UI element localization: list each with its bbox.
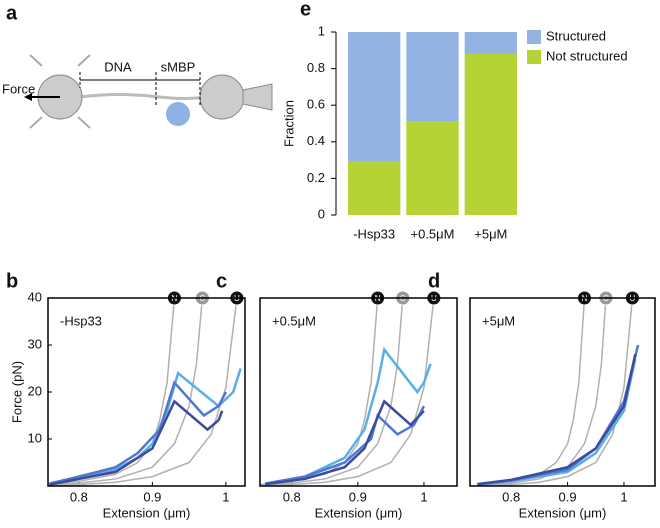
plot-frame [469, 297, 656, 487]
y-tick-label: 1 [318, 23, 325, 38]
x-tick-label: 0.9 [143, 489, 161, 504]
legend-label: Not structured [546, 48, 628, 63]
x-axis-label: Extension (μm) [315, 505, 403, 520]
y-tick-label: 10 [28, 430, 42, 445]
y-tick-label: 40 [28, 289, 42, 304]
bar-segment [464, 32, 517, 54]
x-tick-label: 0.8 [283, 489, 301, 504]
x-axis-label: Extension (μm) [519, 505, 607, 520]
tether [79, 93, 206, 100]
y-tick-label: 30 [28, 336, 42, 351]
trace [477, 344, 640, 486]
x-tick-label: +5μM [474, 226, 507, 241]
y-tick-label: 20 [28, 383, 42, 398]
plot-frame [47, 297, 246, 487]
force-label: Force [2, 81, 35, 96]
y-tick-label: 0 [318, 206, 325, 221]
panel-label: d [428, 270, 440, 292]
trace [477, 354, 637, 486]
legend-swatch [527, 50, 541, 64]
x-axis-label: Extension (μm) [103, 505, 191, 520]
trace [265, 346, 432, 485]
smbp-label: sMBP [161, 59, 196, 74]
legend-label: Structured [546, 28, 606, 43]
panel-label: c [216, 270, 227, 292]
panel-label: b [6, 270, 18, 292]
trace [260, 297, 435, 486]
x-tick-label: 1 [222, 489, 229, 504]
trace [482, 297, 607, 486]
panel-label: e [300, 0, 311, 20]
y-tick-label: 0.4 [307, 133, 325, 148]
diagram: a Force DNA sMBP [2, 2, 273, 129]
bar-segment [464, 53, 517, 216]
x-tick-label: 1 [620, 489, 627, 504]
trace [265, 399, 425, 486]
y-tick-label: 0.6 [307, 97, 325, 112]
bead [199, 74, 245, 120]
trace [482, 297, 634, 486]
x-tick-label: -Hsp33 [353, 226, 395, 241]
y-axis-label: Force (pN) [9, 361, 24, 423]
x-tick-label: +0.5μM [411, 226, 455, 241]
dna-label: DNA [104, 59, 132, 74]
annotation: +5μM [482, 313, 515, 328]
arrow-head [24, 93, 32, 101]
trace [49, 380, 227, 485]
x-tick-label: 0.9 [559, 489, 577, 504]
annotation: +0.5μM [272, 313, 316, 328]
annotation: -Hsp33 [60, 313, 102, 328]
bar-segment [348, 32, 401, 162]
bar-segment [406, 121, 459, 215]
x-tick-label: 0.8 [70, 489, 88, 504]
bar-segment [348, 161, 401, 215]
protein [166, 102, 190, 126]
pipette [242, 83, 273, 111]
x-tick-label: 1 [420, 489, 427, 504]
panel-label: a [6, 2, 18, 24]
legend-swatch [527, 30, 541, 44]
y-axis-label: Fraction [281, 100, 296, 147]
trace [48, 297, 204, 486]
bar-segment [406, 32, 459, 122]
x-tick-label: 0.8 [502, 489, 520, 504]
y-tick-label: 0.2 [307, 170, 325, 185]
x-tick-label: 0.9 [349, 489, 367, 504]
y-tick-label: 0.8 [307, 60, 325, 75]
plot-frame [259, 297, 458, 487]
trace [49, 399, 224, 486]
trap-rays [29, 54, 91, 129]
trace [260, 297, 404, 486]
